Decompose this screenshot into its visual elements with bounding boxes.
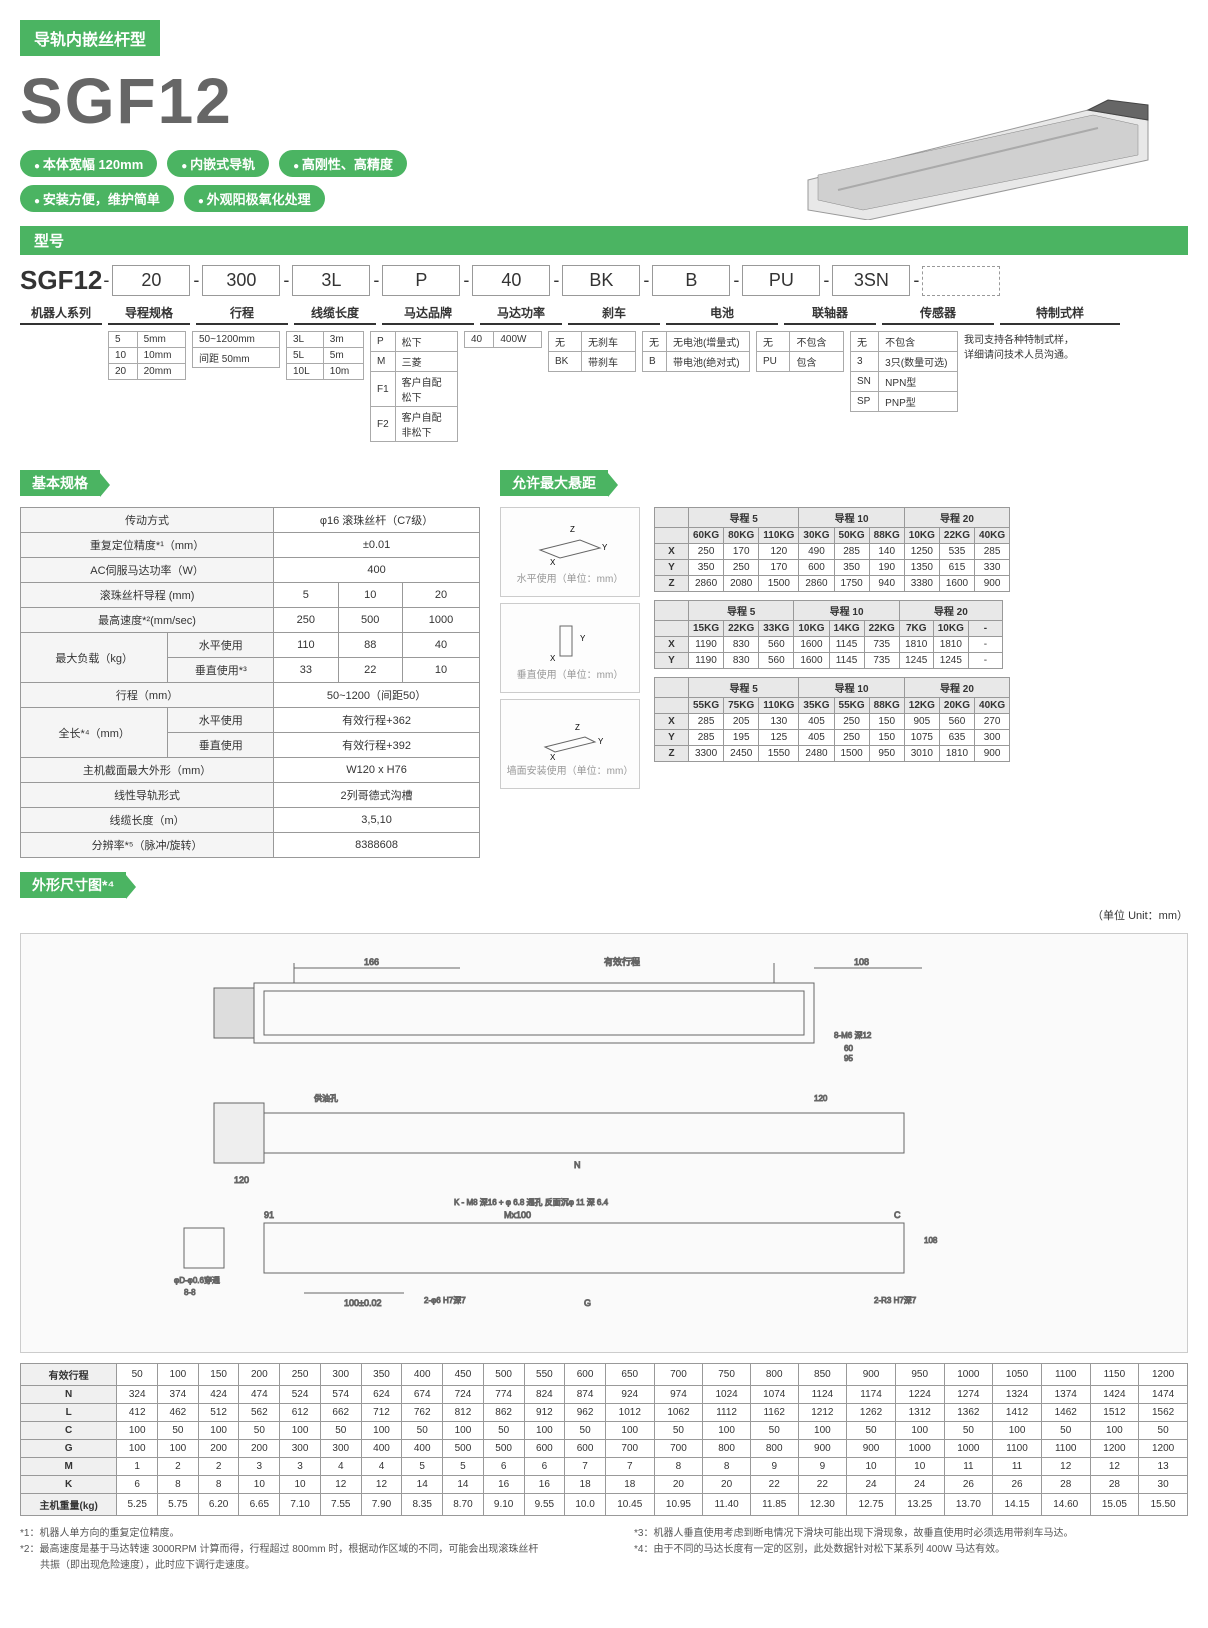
model-seg: 3SN [832,265,910,296]
unit-note: （单位 Unit：mm） [20,907,1188,923]
param-header: 马达品牌 [382,304,474,325]
svg-text:120: 120 [814,1094,828,1103]
section-overhang: 允许最大悬距 [500,470,608,496]
svg-text:Z: Z [570,525,575,534]
dimension-drawing: 166 有效行程 108 120 N 100±0.02 G 91 Mx100 C… [20,933,1188,1353]
svg-text:8-M6 深12: 8-M6 深12 [834,1031,872,1040]
model-seg: 20 [112,265,190,296]
svg-text:X: X [550,654,556,663]
param-header: 线缆长度 [294,304,376,325]
param-header: 导程规格 [108,304,190,325]
svg-text:K - M8 深16 + φ 6.8 通孔 反面沉φ 11: K - M8 深16 + φ 6.8 通孔 反面沉φ 11 深 6.4 [454,1197,609,1207]
svg-text:C: C [894,1210,901,1220]
svg-text:Y: Y [580,634,586,643]
param-header: 电池 [666,304,778,325]
svg-text:2-φ6 H7深7: 2-φ6 H7深7 [424,1296,466,1305]
model-seg: B [652,265,730,296]
section-model-number: 型号 [20,226,1188,255]
model-seg: 3L [292,265,370,296]
svg-text:X: X [550,753,556,762]
overhang-tables: 导程 5导程 10导程 2060KG80KG110KG30KG50KG88KG1… [654,507,1010,770]
param-headers: 机器人系列导程规格行程线缆长度马达品牌马达功率刹车电池联轴器传感器特制式样 [20,304,1188,325]
section-dimensions: 外形尺寸图*⁴ [20,872,126,898]
param-header: 马达功率 [480,304,562,325]
svg-text:8-8: 8-8 [184,1288,196,1297]
model-seg: P [382,265,460,296]
svg-text:166: 166 [364,957,379,967]
model-seg: 300 [202,265,280,296]
basic-spec-table: 传动方式φ16 滚珠丝杆（C7级）重复定位精度*¹（mm）±0.01AC伺服马达… [20,507,480,858]
pill: 本体宽幅 120mm [20,150,157,177]
svg-text:60: 60 [844,1044,853,1053]
svg-text:Z: Z [575,723,580,732]
svg-text:108: 108 [854,957,869,967]
svg-text:N: N [574,1160,581,1170]
header-category: 导轨内嵌丝杆型 [20,20,160,56]
svg-text:Y: Y [602,543,608,552]
svg-text:2-R3 H7深7: 2-R3 H7深7 [874,1296,917,1305]
pill: 高刚性、高精度 [279,150,407,177]
model-code-row: SGF12 -20 -300 -3L -P -40 -BK -B -PU -3S… [20,265,1188,296]
param-header: 机器人系列 [20,304,102,325]
svg-text:100±0.02: 100±0.02 [344,1298,381,1308]
param-header: 行程 [196,304,288,325]
param-header: 特制式样 [1000,304,1120,325]
model-seg: PU [742,265,820,296]
model-seg: 40 [472,265,550,296]
section-basic-specs: 基本规格 [20,470,100,496]
model-seg-custom [922,266,1000,296]
svg-text:有效行程: 有效行程 [604,956,640,967]
pill: 安装方便，维护简单 [20,185,174,212]
dimension-table: 有效行程501001502002503003504004505005506006… [20,1363,1188,1516]
diagram-vertical: YX 垂直使用（单位：mm） [500,603,640,693]
param-header: 刹车 [568,304,660,325]
svg-text:G: G [584,1298,591,1308]
diagram-horizontal: YZX 水平使用（单位：mm） [500,507,640,597]
diagram-wall: YZX 墙面安装使用（单位：mm） [500,699,640,789]
svg-text:X: X [550,558,556,567]
svg-text:φD-φ0.6穿通: φD-φ0.6穿通 [174,1275,220,1285]
model-prefix: SGF12 [20,265,102,296]
model-seg: BK [562,265,640,296]
param-header: 传感器 [882,304,994,325]
svg-text:108: 108 [924,1236,938,1245]
svg-text:95: 95 [844,1054,853,1063]
param-header: 联轴器 [784,304,876,325]
svg-text:120: 120 [234,1175,249,1185]
pill: 内嵌式导轨 [167,150,269,177]
svg-text:Mx100: Mx100 [504,1210,531,1220]
svg-text:供油孔: 供油孔 [314,1093,338,1103]
footnotes: *1：机器人单方向的重复定位精度。*2：最高速度是基于马达转速 3000RPM … [20,1526,1188,1574]
pill: 外观阳极氧化处理 [184,185,325,212]
svg-text:91: 91 [264,1210,274,1220]
param-option-tables: 55mm1010mm2020mm50~1200mm间距 50mm3L3m5L5m… [20,331,1188,442]
product-image [788,80,1168,220]
svg-text:Y: Y [598,737,604,746]
